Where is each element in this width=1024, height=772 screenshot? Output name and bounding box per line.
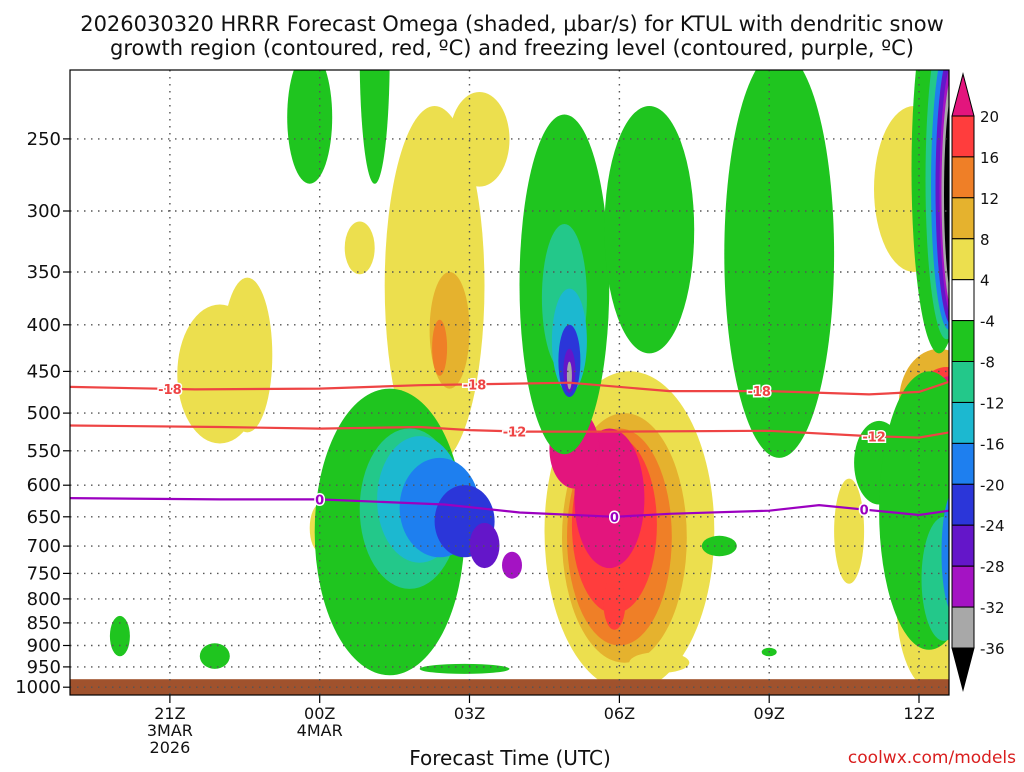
- omega-shade-n4: [701, 535, 737, 557]
- y-tick-label: 850: [27, 613, 61, 634]
- x-tick-label: 03Z: [454, 704, 485, 723]
- contour-label: -12: [503, 425, 527, 440]
- y-tick-label: 1000: [15, 677, 61, 698]
- colorbar-label: -32: [980, 599, 1005, 617]
- omega-shade-n4: [724, 70, 835, 458]
- omega-shade-n16: [941, 496, 949, 609]
- y-tick-label: 500: [27, 403, 61, 424]
- contour-label: -18: [463, 378, 487, 393]
- y-tick-label: 300: [27, 201, 61, 222]
- colorbar-label: 4: [980, 272, 990, 290]
- colorbar-label: -12: [980, 395, 1005, 413]
- y-tick-label: 750: [27, 563, 61, 584]
- omega-shade-c4: [177, 304, 263, 444]
- y-tick-label: 600: [27, 475, 61, 496]
- colorbar-segment: [951, 197, 975, 240]
- y-tick-label: 950: [27, 657, 61, 678]
- x-tick-label: 00Z: [304, 704, 335, 723]
- colorbar-segment: [951, 156, 975, 199]
- contour-lines: -18 -18 -18 -12 -12 0 0 0: [70, 377, 949, 527]
- omega-shade-n28: [502, 551, 522, 579]
- contour-label: 0: [610, 511, 619, 526]
- contour-dgz-bottom: [70, 424, 949, 439]
- y-tick-label: 900: [27, 636, 61, 657]
- colorbar-label: 12: [980, 190, 999, 208]
- x-tick-label: 2026: [150, 738, 191, 757]
- omega-shade-n4: [359, 70, 390, 184]
- y-tick-label: 250: [27, 129, 61, 150]
- y-tick-label: 350: [27, 262, 61, 283]
- x-tick-label: 12Z: [903, 704, 934, 723]
- colorbar-segment: [951, 320, 975, 363]
- colorbar-label: -4: [980, 313, 995, 331]
- colorbar-cap-bottom: [951, 647, 975, 692]
- omega-shade-c4: [629, 652, 690, 674]
- colorbar-segment: [951, 361, 975, 403]
- y-tick-label: 400: [27, 315, 61, 336]
- y-tick-label: 800: [27, 589, 61, 610]
- colorbar-segment: [951, 483, 975, 526]
- colorbar-label: 20: [980, 108, 999, 126]
- colorbar-segment: [951, 606, 975, 649]
- colorbar-label: -8: [980, 354, 995, 372]
- colorbar-segment: [951, 524, 975, 567]
- omega-shade-c4: [834, 478, 865, 584]
- colorbar-segment: [951, 115, 975, 158]
- y-tick-label: 700: [27, 536, 61, 557]
- omega-shade-n4: [287, 70, 333, 184]
- colorbar-label: -24: [980, 517, 1005, 535]
- x-tick-label: 4MAR: [297, 721, 343, 740]
- omega-shade-n36: [944, 102, 949, 287]
- colorbar-label: 8: [980, 231, 990, 249]
- colorbar-label: -20: [980, 476, 1005, 494]
- colorbar-segment: [951, 279, 975, 322]
- colorbar-label: -36: [980, 640, 1005, 658]
- omega-shade-n4: [109, 615, 130, 657]
- contour-dgz-top: [70, 380, 949, 396]
- contour-freezing-level: [70, 497, 949, 518]
- x-axis-label: Forecast Time (UTC): [409, 746, 611, 768]
- colorbar-label: -16: [980, 435, 1005, 453]
- ground-layer: [70, 679, 949, 695]
- colorbar-label: 16: [980, 149, 999, 167]
- colorbar: 20 16 12 8 4 -4 -8 -12 -16 -20 -24 -28 -32 -36: [951, 72, 1005, 692]
- omega-shade-n32: [566, 361, 572, 390]
- y-axis: 2503003504004505005506006507007508008509…: [15, 129, 70, 698]
- contour-label: -18: [158, 383, 182, 398]
- omega-shade-c16: [603, 576, 626, 630]
- colorbar-cap-top: [951, 72, 975, 117]
- ground-band: [70, 679, 949, 695]
- colorbar-segment: [951, 238, 975, 281]
- plot-frame: [69, 69, 950, 696]
- omega-shade-c4: [344, 221, 375, 275]
- omega-shade-n4: [419, 663, 510, 674]
- contour-label: -12: [862, 430, 886, 445]
- omega-shading: [109, 70, 949, 692]
- omega-shade-c4: [449, 92, 510, 187]
- chart-title-line2: growth region (contoured, red, ºC) and f…: [110, 36, 914, 60]
- contour-label: 0: [860, 504, 869, 519]
- omega-shade-n24: [469, 522, 500, 569]
- omega-shade-c12: [432, 319, 448, 376]
- x-tick-label: 06Z: [604, 704, 635, 723]
- x-tick-label: 21Z: [154, 704, 185, 723]
- colorbar-segment: [951, 402, 975, 444]
- colorbar-label: -28: [980, 558, 1005, 576]
- y-tick-label: 450: [27, 361, 61, 382]
- omega-shade-n4: [604, 106, 695, 354]
- omega-shade-n4: [199, 643, 230, 669]
- credit-link[interactable]: coolwx.com/models: [848, 748, 1016, 768]
- y-tick-label: 550: [27, 441, 61, 462]
- chart-title-line1: 2026030320 HRRR Forecast Omega (shaded, …: [80, 12, 944, 36]
- colorbar-segment: [951, 442, 975, 485]
- y-tick-label: 650: [27, 507, 61, 528]
- contour-label: 0: [315, 493, 324, 508]
- x-tick-label: 3MAR: [147, 721, 193, 740]
- x-tick-label: 09Z: [754, 704, 785, 723]
- colorbar-segment: [951, 565, 975, 608]
- contour-label: -18: [747, 385, 771, 400]
